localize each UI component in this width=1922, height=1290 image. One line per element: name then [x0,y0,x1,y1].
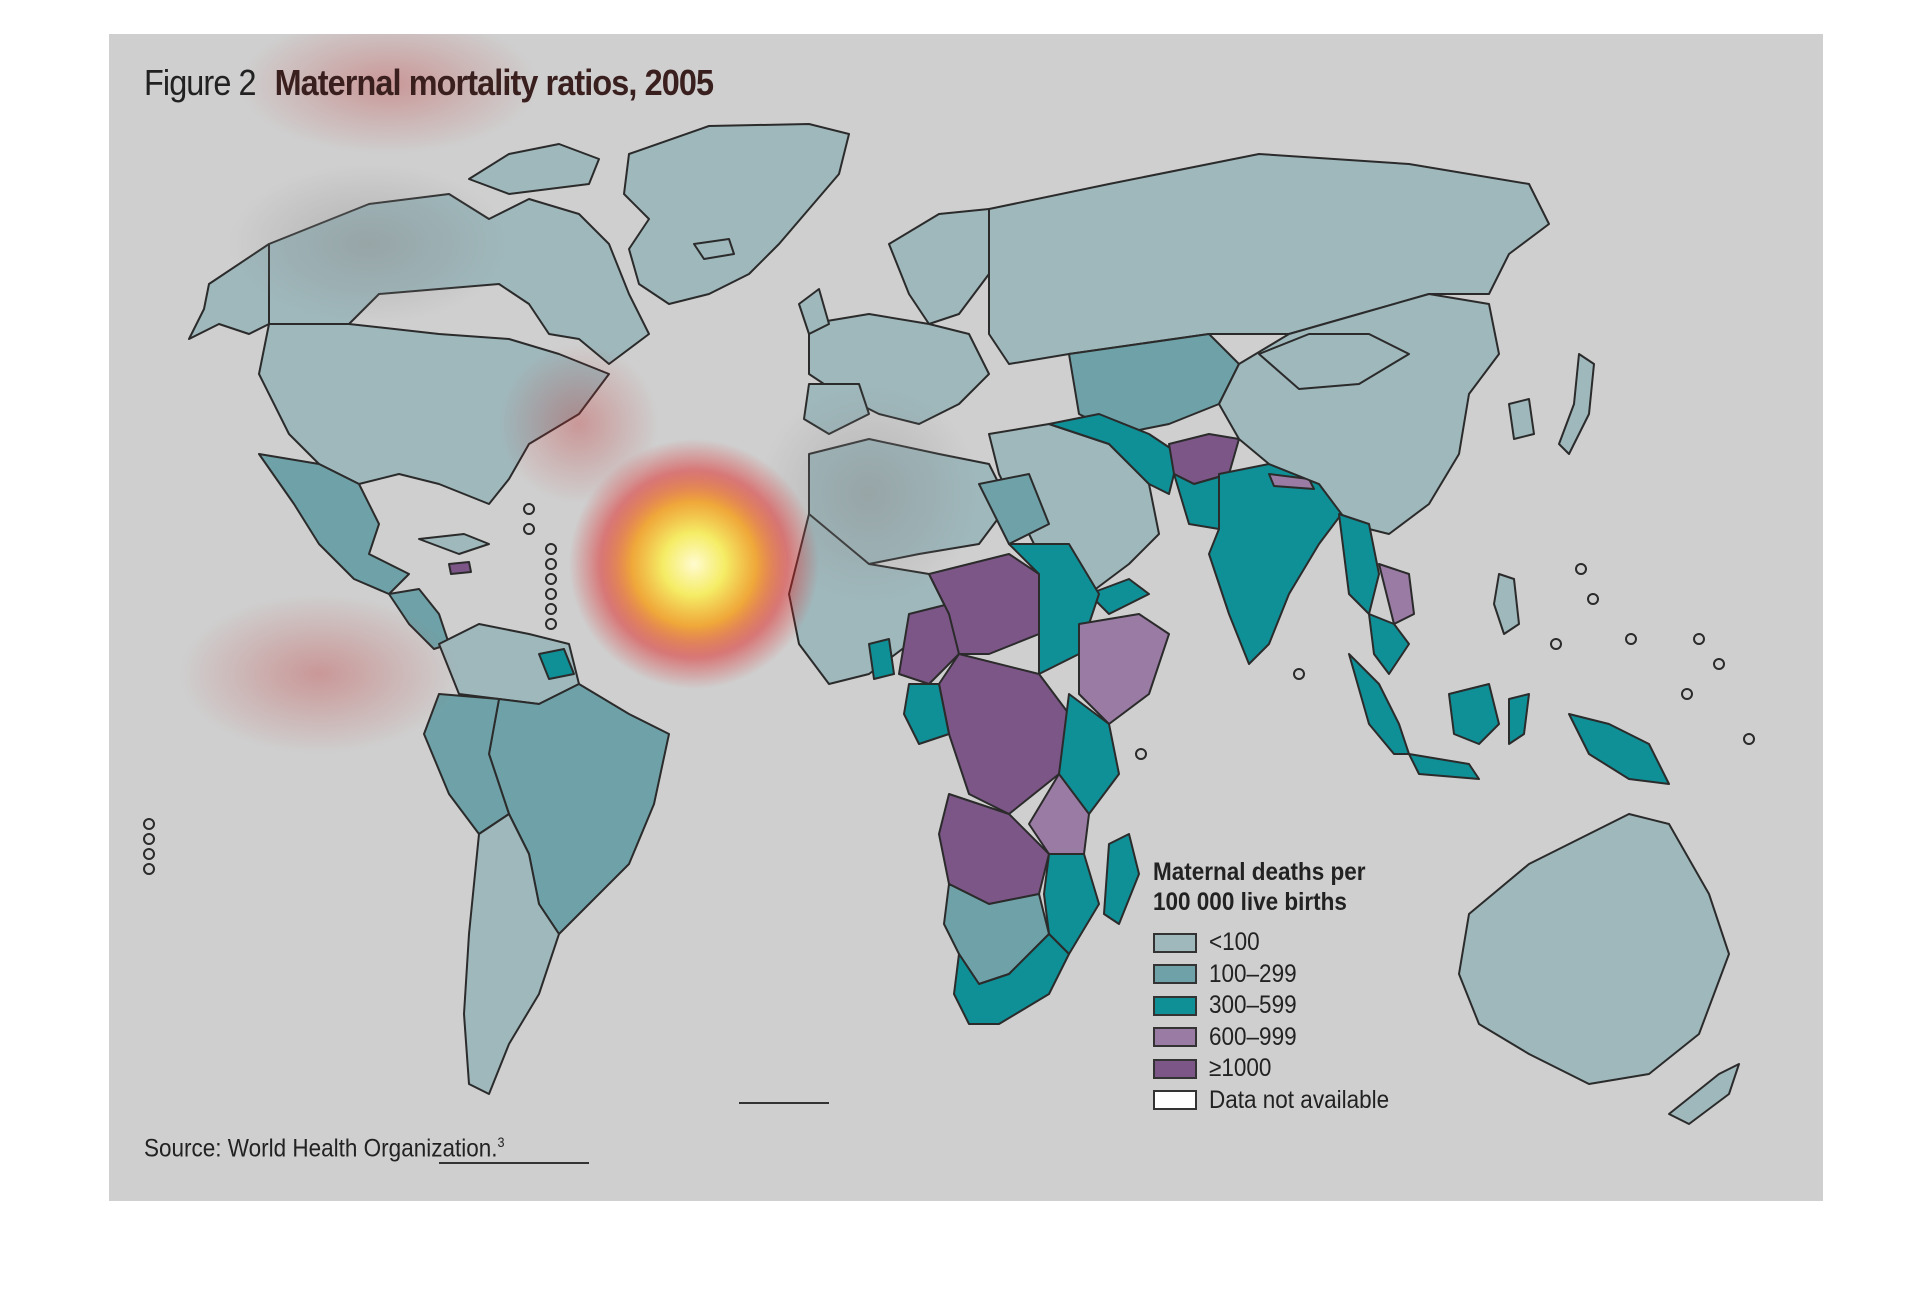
legend-label: 300–599 [1209,991,1297,1020]
legend-swatch [1153,964,1197,985]
world-map [143,34,1755,1125]
blur-overlay [239,34,539,154]
region-borneo [1448,683,1500,745]
region-nepal [1268,473,1315,490]
region-uk [798,288,830,335]
region-yemen [1088,578,1150,615]
legend-swatch [1153,995,1197,1016]
region-sulawesi [1508,693,1530,745]
region-caribbean [418,533,490,555]
legend-label: <100 [1209,928,1260,957]
region-mexico [258,453,410,595]
region-laos-cambodia [1378,563,1415,625]
divider [439,1162,589,1164]
region-australia [1458,813,1730,1085]
legend-swatch [1153,1027,1197,1048]
island-markers [143,503,1755,875]
legend-item: ≥1000 [1153,1053,1409,1085]
source-reference: 3 [497,1134,505,1150]
region-japan [1558,353,1595,455]
region-argentina-chile [463,813,560,1095]
legend-item: 300–599 [1153,990,1409,1022]
region-gabon-congo [903,683,950,745]
legend-item: Data not available [1153,1085,1409,1117]
legend-item: 600–999 [1153,1022,1409,1054]
legend-item: 100–299 [1153,959,1409,991]
region-madagascar [1103,833,1140,925]
region-java [1408,753,1480,780]
legend-title-line2: 100 000 live births [1153,888,1347,916]
figure-panel: Figure 2 Maternal mortality ratios, 2005… [109,34,1823,1201]
source-text: Source: World Health Organization. [144,1134,498,1163]
legend-label: 100–299 [1209,959,1297,988]
region-haiti [448,561,472,575]
region-chad-niger [928,553,1040,655]
region-philippines [1493,573,1520,635]
blur-overlay [179,594,459,754]
legend-item: <100 [1153,927,1409,959]
legend-swatch [1153,932,1197,953]
region-nigeria [898,603,960,685]
region-sudan [1008,543,1100,675]
region-egypt [978,473,1050,545]
blur-overlay [229,164,509,324]
region-sumatra [1348,653,1410,755]
region-ghana [868,638,895,680]
divider [739,1102,829,1104]
legend-swatch [1153,1058,1197,1079]
legend-label: 600–999 [1209,1022,1297,1051]
region-guyana [538,648,575,680]
region-iceland [693,238,735,260]
figure-source: Source: World Health Organization.3 [144,1134,505,1163]
region-vietnam-thailand [1368,613,1410,675]
region-myanmar [1338,513,1380,615]
legend-swatch [1153,1090,1197,1111]
heat-hotspot [569,439,819,689]
figure-title: Figure 2 Maternal mortality ratios, 2005 [144,62,714,104]
region-south-africa [953,933,1070,1025]
region-greenland [623,123,850,305]
region-mongolia [1258,333,1410,390]
figure-main-title: Maternal mortality ratios, 2005 [274,62,714,103]
region-ethiopia-somalia [1078,613,1170,725]
region-new-guinea [1568,713,1670,785]
map-legend: Maternal deaths per 100 000 live births … [1153,857,1409,1116]
legend-title-line1: Maternal deaths per [1153,858,1366,886]
figure-label: Figure 2 [144,62,257,103]
legend-label: ≥1000 [1209,1054,1272,1083]
region-arctic-islands [468,143,600,195]
region-new-zealand [1668,1063,1740,1125]
legend-label: Data not available [1209,1085,1390,1114]
region-korea [1508,398,1535,440]
